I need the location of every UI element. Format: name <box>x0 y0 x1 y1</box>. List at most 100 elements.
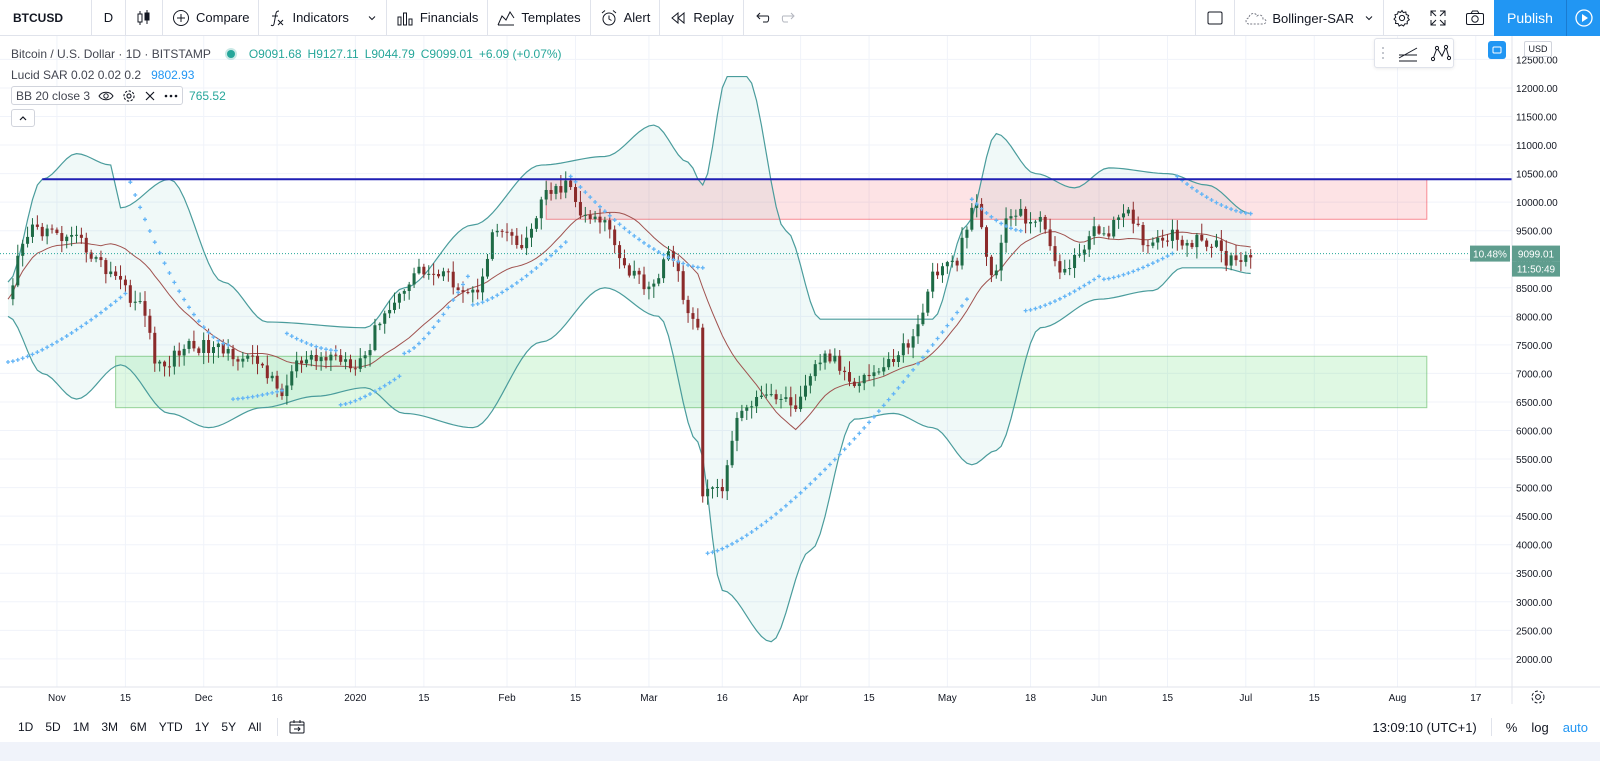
eye-icon[interactable] <box>98 90 114 102</box>
symbol-search[interactable]: BTCUSD <box>0 0 92 36</box>
fullscreen-button[interactable] <box>1420 0 1456 36</box>
sar-dot <box>651 247 656 252</box>
range-6m[interactable]: 6M <box>130 720 147 734</box>
replay-label: Replay <box>693 10 734 25</box>
snapshot-button[interactable] <box>1456 0 1494 36</box>
sar-legend-row[interactable]: Lucid SAR 0.02 0.02 0.2 9802.93 <box>11 64 562 85</box>
candle <box>11 278 15 306</box>
sar-dot <box>431 325 436 330</box>
candle-body <box>618 245 622 259</box>
sar-dot <box>505 287 510 292</box>
chart-area[interactable]: 12500.00 12000.00 11500.00 11000.00 10500.00… <box>0 36 1600 704</box>
drag-handle-icon[interactable] <box>1381 46 1385 60</box>
replay-button[interactable]: Replay <box>660 0 744 36</box>
publish-button[interactable]: Publish <box>1494 0 1566 36</box>
candle-body <box>725 465 729 492</box>
sar-dot <box>270 390 275 395</box>
chart-style-button[interactable] <box>126 0 163 36</box>
candle <box>926 289 930 317</box>
publish-label: Publish <box>1507 10 1553 26</box>
candle <box>290 365 294 391</box>
bb-legend-box[interactable]: BB 20 close 3 <box>11 86 184 105</box>
candle-body <box>1126 209 1130 214</box>
candle <box>446 268 450 282</box>
candle-body <box>779 398 783 400</box>
sar-dot <box>294 336 299 341</box>
settings-button[interactable] <box>1384 0 1420 36</box>
compare-button[interactable]: Compare <box>163 0 260 36</box>
time-tick-label: 15 <box>1309 693 1321 704</box>
clock[interactable]: 13:09:10 (UTC+1) <box>1372 719 1477 735</box>
sar-dot <box>803 486 808 491</box>
range-ytd[interactable]: YTD <box>158 720 183 734</box>
scale-settings-gear-icon[interactable] <box>1531 690 1545 704</box>
financials-button[interactable]: Financials <box>387 0 489 36</box>
pattern-icon[interactable] <box>1431 44 1451 62</box>
range-all[interactable]: All <box>248 720 262 734</box>
fullscreen-toggle[interactable] <box>1195 0 1236 36</box>
candle-body <box>1121 213 1126 218</box>
candle <box>1097 224 1101 235</box>
range-3m[interactable]: 3M <box>101 720 119 734</box>
candle-body <box>70 234 74 237</box>
auto-scale-toggle[interactable]: auto <box>1562 719 1588 735</box>
sync-icon[interactable] <box>1488 41 1506 59</box>
calendar-goto-icon[interactable] <box>288 719 306 735</box>
candle <box>500 229 504 238</box>
gear-icon[interactable] <box>122 89 136 103</box>
price-chart[interactable]: 12500.00 12000.00 11500.00 11000.00 10500.00… <box>0 36 1600 704</box>
candle <box>1063 259 1067 276</box>
play-button[interactable] <box>1566 0 1600 36</box>
layout-menu[interactable]: Bollinger-SAR <box>1235 0 1384 36</box>
range-5y[interactable]: 5Y <box>221 720 237 734</box>
interval-button[interactable]: D <box>92 0 126 36</box>
alert-button[interactable]: Alert <box>591 0 661 36</box>
redo-button[interactable] <box>780 0 807 36</box>
sar-dot <box>353 398 358 403</box>
candle-body <box>1214 240 1218 247</box>
log-toggle[interactable]: log <box>1531 719 1549 735</box>
sar-dot <box>681 261 686 266</box>
bb-legend-row[interactable]: BB 20 close 3 765.52 <box>11 85 562 106</box>
percent-toggle[interactable]: % <box>1505 719 1518 735</box>
sar-dot <box>1243 211 1248 216</box>
more-icon[interactable] <box>164 93 178 99</box>
sar-dot <box>686 263 691 268</box>
sar-dot <box>876 409 881 414</box>
candle-body <box>1170 229 1174 241</box>
sar-dot <box>142 217 147 222</box>
sar-dot <box>632 233 637 238</box>
candle-body <box>569 180 573 188</box>
candle <box>1200 223 1204 242</box>
candle <box>397 292 401 309</box>
close-icon[interactable] <box>144 90 156 102</box>
candle-body <box>955 260 959 266</box>
sar-dot <box>1165 254 1170 259</box>
range-1m[interactable]: 1M <box>72 720 90 734</box>
sar-dot <box>113 299 118 304</box>
candle <box>334 345 338 361</box>
candle-body <box>529 228 534 238</box>
sar-dot <box>245 395 250 400</box>
undo-button[interactable] <box>744 0 780 36</box>
trend-lines-icon[interactable] <box>1397 44 1419 62</box>
candle <box>172 345 176 375</box>
candle-body <box>363 355 367 359</box>
range-5d[interactable]: 5D <box>45 720 61 734</box>
candle <box>652 279 656 298</box>
range-1d[interactable]: 1D <box>18 720 34 734</box>
candle <box>1126 207 1130 217</box>
candle-body <box>114 271 118 276</box>
currency-badge[interactable]: USD <box>1524 41 1552 57</box>
candle <box>163 360 167 377</box>
indicators-button[interactable]: Indicators <box>259 0 387 36</box>
templates-button[interactable]: Templates <box>488 0 591 36</box>
countdown-text: 11:50:49 <box>1517 265 1556 276</box>
legend-collapse-button[interactable] <box>11 109 35 127</box>
sar-dot <box>705 551 710 556</box>
sar-dot <box>1048 301 1053 306</box>
sar-dot <box>646 244 651 249</box>
sar-dot <box>1082 283 1087 288</box>
candle-body <box>769 394 773 396</box>
range-1y[interactable]: 1Y <box>194 720 210 734</box>
